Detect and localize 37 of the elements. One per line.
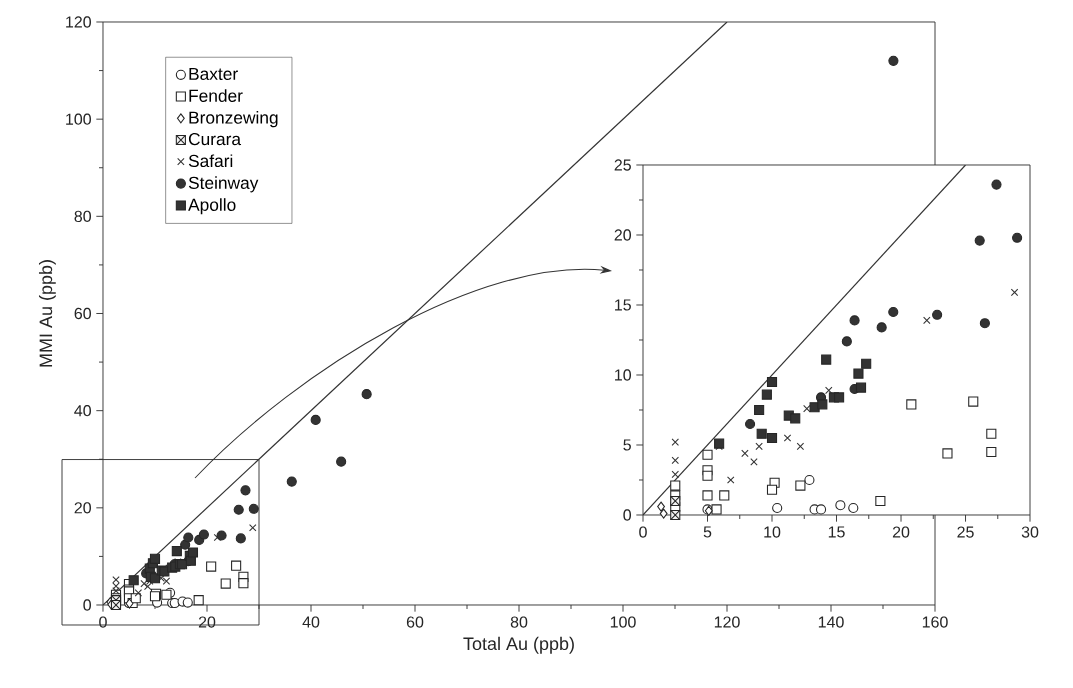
- legend-label: Baxter: [189, 67, 238, 80]
- legend-label: Apollo: [188, 198, 236, 215]
- y-tick-label: 80: [74, 210, 91, 222]
- y-tick-label: 120: [66, 16, 91, 28]
- legend-label: Safari: [188, 154, 233, 168]
- y-tick-label: 25: [614, 159, 631, 171]
- y-tick-label: 5: [623, 439, 631, 451]
- y-axis-title: MMI Au (ppb): [38, 260, 56, 367]
- y-tick-label: 40: [74, 405, 91, 417]
- y-tick-label: 0: [623, 509, 632, 521]
- y-tick-label: 20: [74, 502, 91, 514]
- x-tick-label: 20: [198, 616, 216, 628]
- legend-label: Steinway: [188, 176, 259, 193]
- x-tick-label: 25: [957, 526, 974, 538]
- x-tick-label: 40: [302, 616, 320, 628]
- legend-label: Bronzewing: [189, 111, 278, 128]
- x-tick-label: 15: [828, 526, 845, 538]
- x-tick-label: 20: [892, 526, 910, 538]
- y-tick-label: 15: [615, 299, 631, 311]
- x-axis-title: Total Au (ppb): [463, 636, 574, 654]
- x-tick-label: 30: [1021, 526, 1039, 538]
- x-tick-label: 80: [510, 616, 528, 628]
- y-tick-label: 100: [66, 113, 91, 125]
- y-tick-label: 60: [74, 307, 91, 320]
- x-tick-label: 0: [99, 616, 107, 628]
- x-tick-label: 160: [922, 616, 948, 628]
- x-tick-label: 60: [406, 616, 424, 628]
- y-tick-label: 20: [614, 229, 632, 241]
- x-tick-label: 10: [764, 526, 781, 538]
- y-tick-label: 0: [83, 599, 91, 611]
- x-tick-label: 0: [639, 526, 647, 538]
- x-tick-label: 5: [703, 526, 712, 538]
- y-tick-label: 10: [615, 369, 632, 381]
- legend-label: Curara: [188, 132, 242, 146]
- x-tick-label: 140: [818, 616, 844, 628]
- x-tick-label: 120: [714, 616, 740, 628]
- legend-label: Fender: [189, 89, 243, 102]
